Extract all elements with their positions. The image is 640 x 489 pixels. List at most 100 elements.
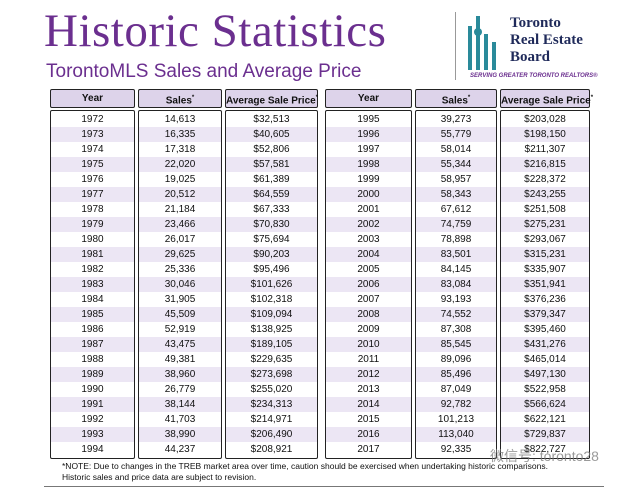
cell: 38,960 <box>139 367 221 382</box>
cell: 84,145 <box>440 264 472 275</box>
cell: 74,759 <box>416 217 496 232</box>
cell: $379,347 <box>501 307 589 322</box>
cell: 31,905 <box>164 294 196 305</box>
cell: 49,381 <box>164 354 196 365</box>
cell: 1997 <box>357 144 380 155</box>
cell: 1974 <box>81 144 104 155</box>
cell: 25,336 <box>164 264 196 275</box>
cell: 1993 <box>51 427 134 442</box>
cell: $40,605 <box>226 127 317 142</box>
cell: 20,512 <box>139 187 221 202</box>
cell: $61,389 <box>253 174 290 185</box>
cell: $32,513 <box>253 114 290 125</box>
cell: 2000 <box>326 187 411 202</box>
logo-text: Toronto <box>510 15 561 31</box>
cell: 92,335 <box>440 444 472 455</box>
column-header: Average Sale Price* <box>225 89 318 108</box>
cell: $376,236 <box>524 294 566 305</box>
cell: 1994 <box>81 444 104 455</box>
cell: 1999 <box>357 174 380 185</box>
cell: 2011 <box>357 354 380 365</box>
cell: 85,496 <box>416 367 496 382</box>
header-text: Year <box>357 93 380 104</box>
cell: $52,806 <box>253 144 290 155</box>
cell: 26,779 <box>164 384 196 395</box>
note-line: *NOTE: Due to changes in the TREB market… <box>62 461 549 471</box>
cell: 14,613 <box>164 114 196 125</box>
cell: $315,231 <box>501 247 589 262</box>
cell: 1983 <box>51 277 134 292</box>
cell: $109,094 <box>226 307 317 322</box>
subtitle: TorontoMLS Sales and Average Price <box>46 61 362 82</box>
header-text: Average Sale Price <box>501 95 591 107</box>
cell: 1972 <box>81 114 104 125</box>
cell: $293,067 <box>524 234 566 245</box>
cell: 2014 <box>326 397 411 412</box>
watermark: 微信号: toronto28 <box>490 448 599 464</box>
cell: $95,496 <box>253 264 290 275</box>
cell: 1990 <box>81 384 104 395</box>
cell: $102,318 <box>250 294 293 305</box>
cell: $138,925 <box>250 324 293 335</box>
column-header: Sales* <box>415 89 497 108</box>
cell: 101,213 <box>437 414 475 425</box>
column: 14,613 16,335 17,318 22,020 19,025 20,512 21,1… <box>138 110 222 459</box>
header-text: Average Sale Price <box>226 95 316 107</box>
cell: 1977 <box>51 187 134 202</box>
cell: 1984 <box>81 294 104 305</box>
cell: 41,703 <box>164 414 196 425</box>
cell: 85,545 <box>416 337 496 352</box>
cell: $522,958 <box>524 384 566 395</box>
cell: 1998 <box>326 157 411 172</box>
cell: 89,096 <box>440 354 472 365</box>
cell: 93,193 <box>440 294 472 305</box>
cell: 1986 <box>81 324 104 335</box>
divider <box>44 486 604 487</box>
cell: 2005 <box>357 264 380 275</box>
cell: $395,460 <box>524 324 566 335</box>
cell: $70,830 <box>226 217 317 232</box>
logo-tagline: SERVING GREATER TORONTO REALTORS® <box>470 73 598 79</box>
cell: $198,150 <box>501 127 589 142</box>
cell: 2003 <box>357 234 380 245</box>
cell: 2009 <box>357 324 380 335</box>
cell: $822,727 <box>524 444 566 455</box>
cell: 23,466 <box>139 217 221 232</box>
header-mark: * <box>191 95 195 101</box>
cell: 19,025 <box>164 174 196 185</box>
cell: $203,028 <box>524 114 566 125</box>
column-header: Year <box>325 89 412 108</box>
header-text: Sales <box>165 95 192 107</box>
column: $203,028 $198,150 $211,307 $216,815 $228,372… <box>500 110 590 459</box>
cell: $255,020 <box>250 384 293 395</box>
cell: 1973 <box>51 127 134 142</box>
cell: $275,231 <box>501 217 589 232</box>
cell: 26,017 <box>164 234 196 245</box>
cell: 113,040 <box>416 427 496 442</box>
logo-icon <box>468 16 496 70</box>
cell: $729,837 <box>501 427 589 442</box>
note: *NOTE: Due to changes in the TREB market… <box>62 461 548 483</box>
cell: 2008 <box>326 307 411 322</box>
column-header: Year <box>50 89 135 108</box>
cell: $229,635 <box>250 354 293 365</box>
cell: 29,625 <box>139 247 221 262</box>
cell: 1987 <box>51 337 134 352</box>
cell: 44,237 <box>164 444 196 455</box>
cell: 38,990 <box>139 427 221 442</box>
cell: $465,014 <box>524 354 566 365</box>
cell: 2013 <box>357 384 380 395</box>
cell: 67,612 <box>440 204 472 215</box>
cell: 58,014 <box>440 144 472 155</box>
header-text: Year <box>81 93 104 104</box>
cell: 45,509 <box>139 307 221 322</box>
cell: $206,490 <box>226 427 317 442</box>
column: $32,513 $40,605 $52,806 $57,581 $61,389 $64,5… <box>225 110 318 459</box>
cell: 83,501 <box>416 247 496 262</box>
cell: $57,581 <box>226 157 317 172</box>
note-line: Historic sales and price data are subjec… <box>62 472 257 482</box>
column: 1995 1996 1997 1998 1999 2000 2001 2002 2003 2004… <box>325 110 412 459</box>
cell: $335,907 <box>524 264 566 275</box>
cell: $75,694 <box>253 234 290 245</box>
